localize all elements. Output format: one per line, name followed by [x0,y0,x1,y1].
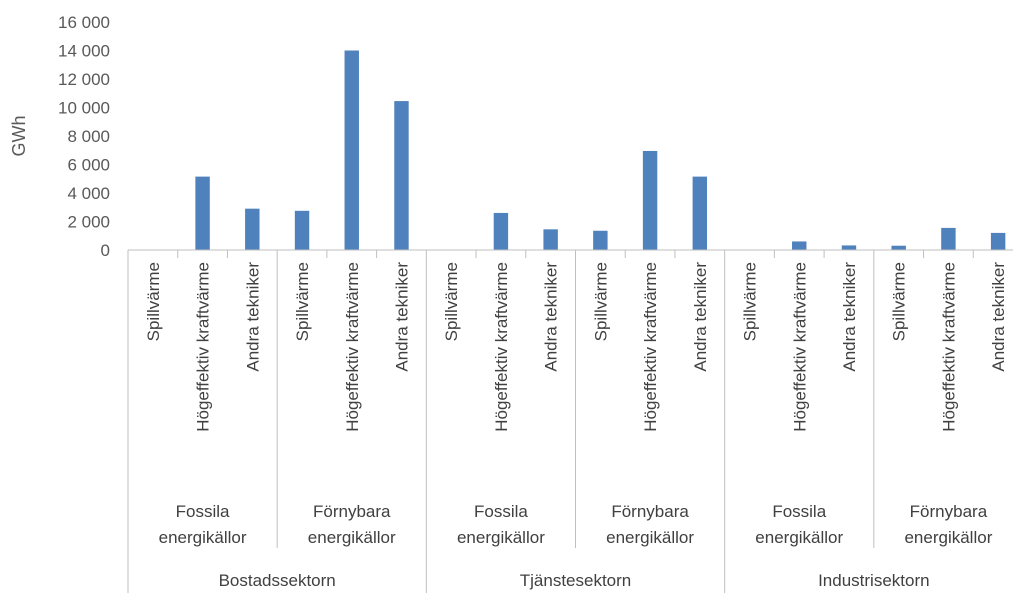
y-tick-label: 8 000 [67,127,110,146]
category-label: Andra tekniker [392,262,411,372]
category-label: Högeffektiv kraftvärme [641,262,660,432]
y-tick-label: 14 000 [58,42,110,61]
sector-label: Industrisektorn [818,571,930,590]
category-label: Spillvärme [144,262,163,341]
category-label: Andra tekniker [989,262,1008,372]
bar [841,245,857,250]
group-label-line: Förnybara [910,502,988,521]
group-label-line: energikällor [308,528,396,547]
group-label: Fossila energikällor [457,502,545,547]
y-tick-label: 0 [101,241,110,260]
group-label-line: energikällor [159,528,247,547]
group-label-line: energikällor [606,528,694,547]
category-label: Andra tekniker [542,262,561,372]
y-tick-label: 16 000 [58,13,110,32]
group-label: Förnybara energikällor [308,502,396,547]
sector-label: Tjänstesektorn [520,571,632,590]
group-label-line: Fossila [772,502,826,521]
category-label: Spillvärme [890,262,909,341]
category-label: Högeffektiv kraftvärme [492,262,511,432]
y-tick-label: 4 000 [67,184,110,203]
group-label: Fossila energikällor [755,502,843,547]
bar [642,150,658,250]
bar [195,176,210,250]
group-label-line: energikällor [457,528,545,547]
y-tick-label: 10 000 [58,99,110,118]
x-axis: Spillvärme Högeffektiv kraftvärme Andra te… [127,249,1013,593]
group-label: Fossila energikällor [159,502,247,547]
bar [344,50,359,250]
y-tick-label: 2 000 [67,213,110,232]
group-label-line: Förnybara [611,502,689,521]
group-label: Förnybara energikällor [904,502,992,547]
y-axis: 0 2 000 4 000 6 000 8 000 10 000 12 000 14 000 1… [58,13,110,260]
category-label: Spillvärme [293,262,312,341]
bar [543,229,558,250]
bar [990,232,1006,250]
category-label: Andra tekniker [840,262,859,372]
y-axis-label: GWh [9,115,29,156]
bar [792,241,807,250]
category-label: Högeffektiv kraftvärme [790,262,809,432]
sector-label: Bostadssektorn [219,571,336,590]
group-label-line: Fossila [474,502,528,521]
bar [692,176,708,250]
group-label: Förnybara energikällor [606,502,694,547]
bars [195,50,1006,251]
y-tick-label: 12 000 [58,70,110,89]
bar [891,245,906,250]
group-label-line: Förnybara [313,502,391,521]
group-label-line: Fossila [176,502,230,521]
bar [245,208,260,250]
group-label-line: energikällor [755,528,843,547]
group-label-line: energikällor [904,528,992,547]
bar [394,101,409,251]
category-label: Högeffektiv kraftvärme [194,262,213,432]
bar [941,227,956,250]
category-label: Spillvärme [741,262,760,341]
bar [493,212,509,250]
bar [294,210,310,250]
bar [593,230,608,250]
category-label: Högeffektiv kraftvärme [343,262,362,432]
category-label: Andra tekniker [691,262,710,372]
category-label: Andra tekniker [243,262,262,372]
category-label: Högeffektiv kraftvärme [939,262,958,432]
category-label: Spillvärme [591,262,610,341]
y-tick-label: 6 000 [67,156,110,175]
category-label: Spillvärme [442,262,461,341]
